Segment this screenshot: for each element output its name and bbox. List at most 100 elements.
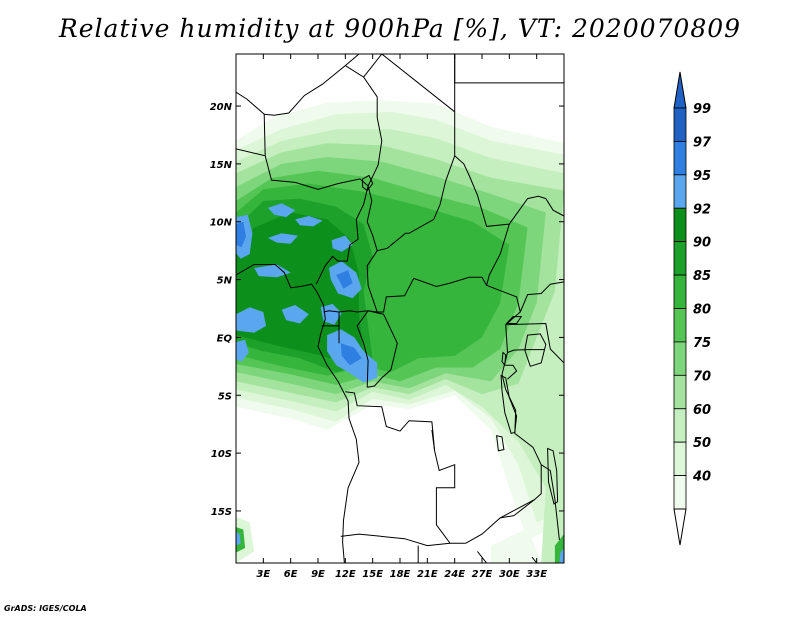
country-border <box>366 111 456 252</box>
colorbar-label: 80 <box>693 303 711 318</box>
country-border <box>356 310 369 388</box>
lat-tick-label: EQ <box>217 333 233 344</box>
lat-tick-label: 5S <box>218 391 232 402</box>
country-border <box>381 54 456 113</box>
lat-tick-label: 5N <box>217 276 233 287</box>
lon-tick-label: 9E <box>311 569 325 580</box>
country-border <box>505 364 518 380</box>
coastline <box>236 264 360 563</box>
country-border <box>236 148 369 190</box>
humidity-region-95 <box>320 303 342 325</box>
humidity-field <box>236 100 564 563</box>
humidity-region-60 <box>541 476 564 563</box>
lon-tick-label: 30E <box>499 569 520 580</box>
map-plot-area <box>235 53 565 564</box>
longitude-ticks: 3E 6E 9E 12E 15E 18E 21E 24E 27E 30E 33E <box>256 54 547 580</box>
colorbar: 99 97 95 92 90 85 80 75 70 60 50 40 <box>673 71 712 546</box>
country-border <box>366 250 542 516</box>
grads-credit: GrADS: IGES/COLA <box>4 604 87 613</box>
colorbar-label: 60 <box>693 403 711 418</box>
latitude-ticks: 20N 15N 10N 5N EQ 5S 10S 15S <box>210 102 564 518</box>
country-border <box>236 91 266 156</box>
lon-tick-label: 33E <box>526 569 547 580</box>
humidity-region-95 <box>295 216 323 227</box>
country-border <box>454 54 564 84</box>
colorbar-bottom-arrow <box>673 508 687 546</box>
country-border <box>540 464 560 540</box>
colorbar-top-arrow <box>673 71 687 109</box>
colorbar-swatch-97 <box>673 141 687 176</box>
lat-tick-label: 15S <box>211 507 232 518</box>
colorbar-swatch-50 <box>673 441 687 476</box>
humidity-region-92 <box>236 212 364 363</box>
colorbar-swatch-99 <box>673 107 687 142</box>
lon-tick-label: 24E <box>444 569 465 580</box>
colorbar-label: 95 <box>693 169 711 184</box>
country-border <box>465 515 514 544</box>
lake-outline <box>524 333 547 367</box>
colorbar-label: 92 <box>693 202 711 217</box>
colorbar-swatch-80 <box>673 308 687 343</box>
country-border <box>507 349 545 353</box>
country-border <box>367 310 398 388</box>
humidity-region-50 <box>236 516 255 563</box>
country-border <box>264 64 383 187</box>
country-border <box>486 223 510 286</box>
colorbar-swatch-75 <box>673 341 687 376</box>
humidity-region-97 <box>340 343 362 366</box>
humidity-region-95 <box>236 307 267 333</box>
lon-tick-label: 3E <box>256 569 270 580</box>
humidity-region-95 <box>236 339 249 362</box>
humidity-region-40 <box>491 528 542 563</box>
map-title: Relative humidity at 900hPa [%], VT: 202… <box>58 14 742 43</box>
colorbar-label: 40 <box>692 470 711 485</box>
map-boundaries <box>236 54 564 563</box>
lake-outline <box>500 374 518 435</box>
lon-tick-label: 12E <box>335 569 356 580</box>
lat-tick-label: 15N <box>210 160 233 171</box>
lake-outline <box>547 447 559 505</box>
country-border <box>431 429 436 451</box>
country-border <box>499 498 536 519</box>
country-border <box>363 54 383 78</box>
lake-outline <box>501 351 507 367</box>
humidity-region-97 <box>236 221 246 248</box>
colorbar-label: 97 <box>693 135 712 150</box>
country-border <box>345 391 466 544</box>
colorbar-label: 50 <box>693 436 711 451</box>
humidity-region-95 <box>236 531 241 546</box>
country-border <box>344 54 360 66</box>
lake-outline <box>362 174 374 192</box>
lon-tick-label: 27E <box>472 569 493 580</box>
humidity-region-95 <box>559 548 564 563</box>
colorbar-swatch-95 <box>673 174 687 209</box>
lake-outline <box>505 316 523 324</box>
colorbar-swatch-40 <box>673 475 687 510</box>
colorbar-swatch-85 <box>673 274 687 309</box>
country-border <box>519 281 564 313</box>
colorbar-swatch-70 <box>673 374 687 410</box>
lon-tick-label: 21E <box>417 569 438 580</box>
colorbar-swatch-90 <box>673 241 687 276</box>
humidity-region-95 <box>331 235 353 252</box>
lat-tick-label: 10S <box>211 449 232 460</box>
country-border <box>340 533 451 547</box>
lat-tick-label: 10N <box>210 218 233 229</box>
humidity-region-95 <box>254 264 291 278</box>
country-border <box>315 185 369 285</box>
humidity-region-95 <box>267 203 296 218</box>
lon-tick-label: 18E <box>390 569 411 580</box>
humidity-region-97 <box>336 270 353 289</box>
colorbar-label: 70 <box>693 369 711 384</box>
colorbar-label: 85 <box>693 269 711 284</box>
humidity-region-95 <box>281 305 309 324</box>
colorbar-swatch-92 <box>673 207 687 243</box>
lake-outline <box>496 435 505 452</box>
colorbar-swatch-60 <box>673 408 687 443</box>
colorbar-label: 90 <box>693 236 711 251</box>
humidity-region-95 <box>267 233 298 244</box>
lon-tick-label: 15E <box>362 569 383 580</box>
colorbar-label: 99 <box>693 102 711 117</box>
lat-tick-label: 20N <box>210 102 233 113</box>
